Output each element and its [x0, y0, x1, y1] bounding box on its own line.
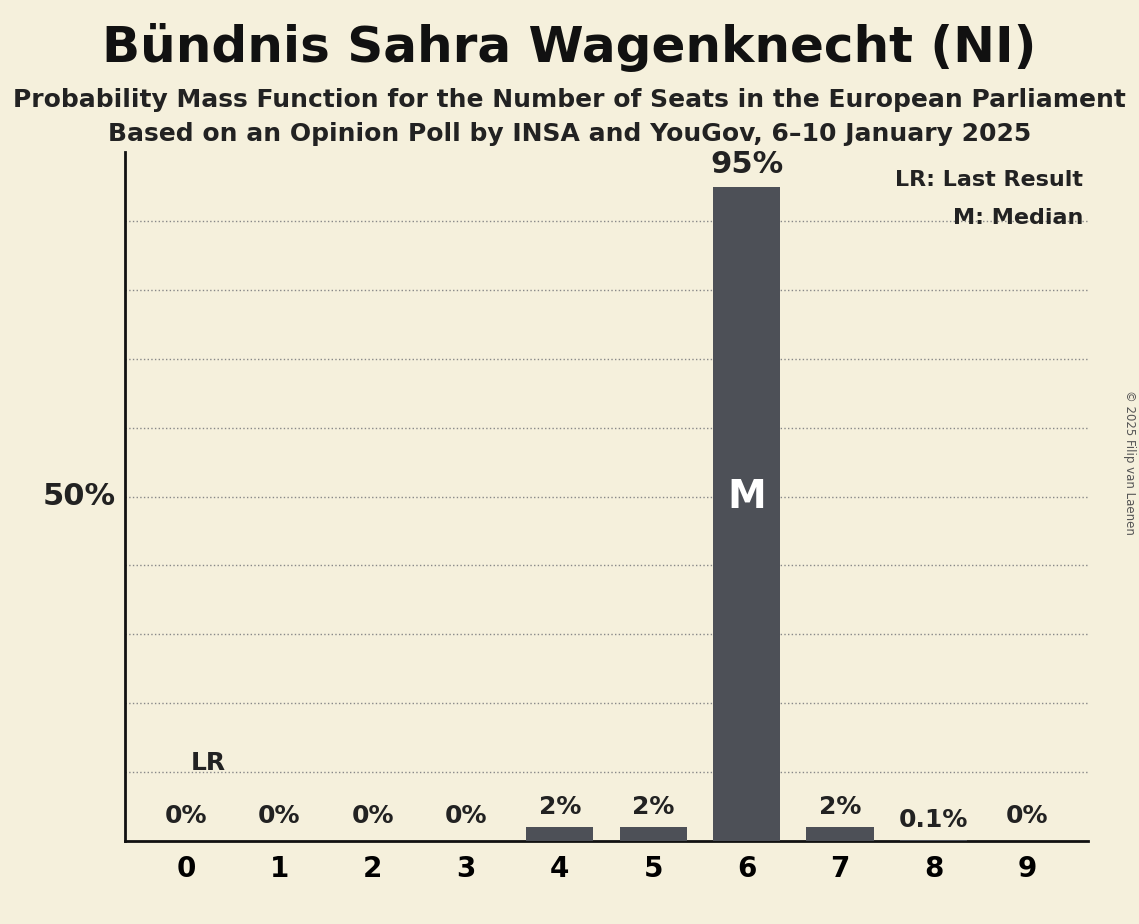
Text: Bündnis Sahra Wagenknecht (NI): Bündnis Sahra Wagenknecht (NI) — [103, 23, 1036, 72]
Text: 0%: 0% — [352, 805, 394, 829]
Text: 2%: 2% — [539, 795, 581, 819]
Text: M: M — [728, 478, 767, 516]
Text: 0%: 0% — [445, 805, 487, 829]
Text: 95%: 95% — [710, 150, 784, 178]
Text: © 2025 Filip van Laenen: © 2025 Filip van Laenen — [1123, 390, 1137, 534]
Text: LR: LR — [190, 751, 226, 775]
Text: 50%: 50% — [42, 482, 116, 511]
Text: Based on an Opinion Poll by INSA and YouGov, 6–10 January 2025: Based on an Opinion Poll by INSA and You… — [108, 122, 1031, 146]
Bar — [620, 827, 687, 841]
Text: M: Median: M: Median — [952, 208, 1083, 227]
Text: Probability Mass Function for the Number of Seats in the European Parliament: Probability Mass Function for the Number… — [13, 88, 1126, 112]
Bar — [713, 187, 780, 841]
Text: 2%: 2% — [819, 795, 861, 819]
Bar — [806, 827, 874, 841]
Text: 2%: 2% — [632, 795, 674, 819]
Text: LR: Last Result: LR: Last Result — [895, 170, 1083, 189]
Text: 0%: 0% — [259, 805, 301, 829]
Text: 0.1%: 0.1% — [899, 808, 968, 832]
Text: 0%: 0% — [1006, 805, 1048, 829]
Bar — [526, 827, 593, 841]
Text: 0%: 0% — [165, 805, 207, 829]
